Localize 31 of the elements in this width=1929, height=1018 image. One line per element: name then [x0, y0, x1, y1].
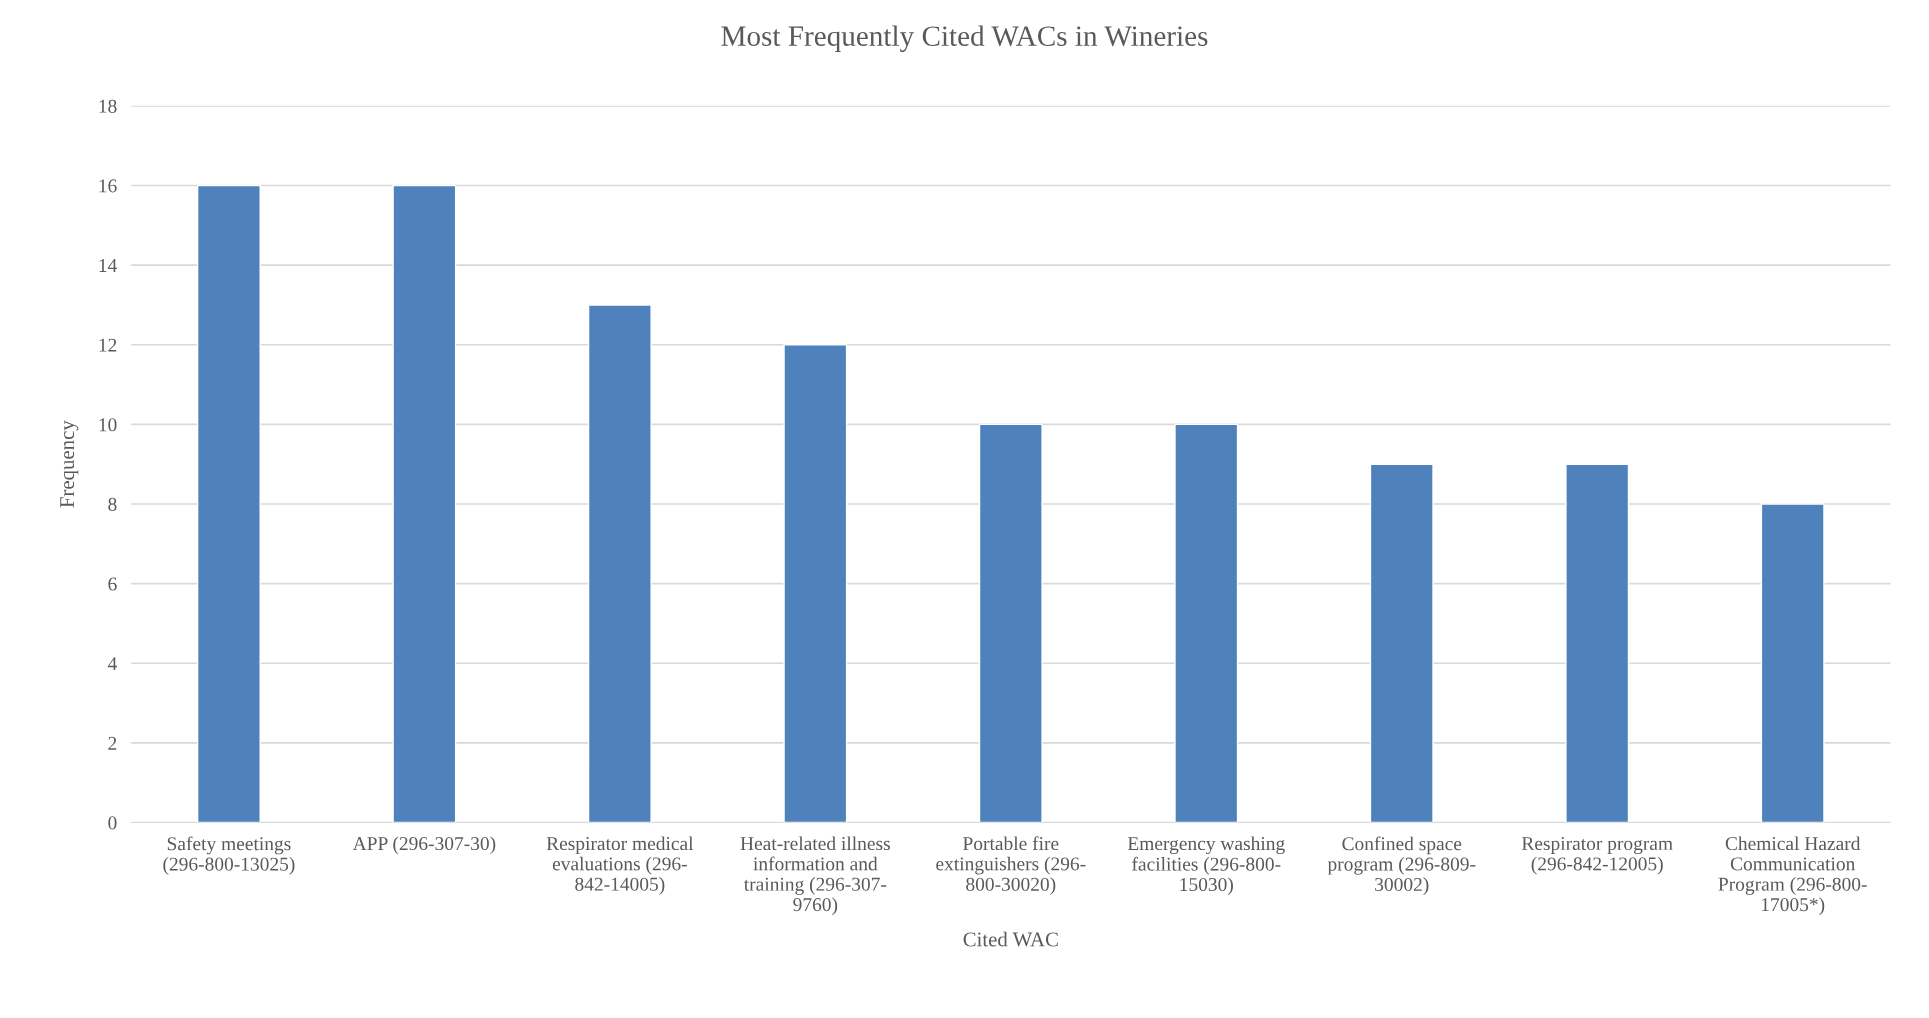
bar [1565, 463, 1630, 823]
x-tick-label: Respirator medical evaluations (296-842-14005) [546, 836, 694, 895]
x-tick-label: Emergency washing facilities (296-800-15030) [1127, 836, 1285, 896]
x-tick-label: APP (296-307-30) [352, 836, 496, 855]
y-axis-title: Frequency [60, 420, 79, 508]
bar [392, 184, 457, 823]
bar [196, 184, 261, 823]
x-tick-label: Safety meetings (296-800-13025) [163, 836, 295, 875]
bar [1369, 463, 1434, 823]
y-tick-label: 0 [108, 816, 117, 830]
y-tick-label: 10 [99, 418, 117, 432]
y-tick-label: 8 [108, 497, 117, 511]
bar [1760, 503, 1825, 823]
y-tick-label: 4 [107, 657, 117, 671]
x-tick-label: Respirator program (296-842-12005) [1521, 836, 1673, 875]
bar [978, 423, 1043, 823]
bar [783, 344, 848, 823]
x-tick-label: Chemical Hazard Communication Program (296-800-17005*) [1718, 836, 1867, 916]
x-tick-label: Confined space program (296-809-30002) [1327, 836, 1476, 895]
x-tick-label: Portable fire extinguishers (296-800-30020) [936, 836, 1086, 895]
y-tick-label: 18 [99, 99, 117, 113]
y-tick-label: 16 [99, 179, 117, 193]
bar [587, 304, 652, 823]
y-tick-label: 12 [99, 338, 117, 352]
x-axis-title: Cited WAC [963, 931, 1058, 947]
x-tick-label: Heat-related illness information and training (296-307-9760) [740, 836, 890, 916]
y-tick-label: 2 [108, 736, 117, 750]
bar [1174, 423, 1239, 823]
chart-title: Most Frequently Cited WACs in Wineries [721, 25, 1208, 52]
y-tick-label: 6 [108, 577, 117, 591]
y-tick-label: 14 [99, 259, 117, 272]
